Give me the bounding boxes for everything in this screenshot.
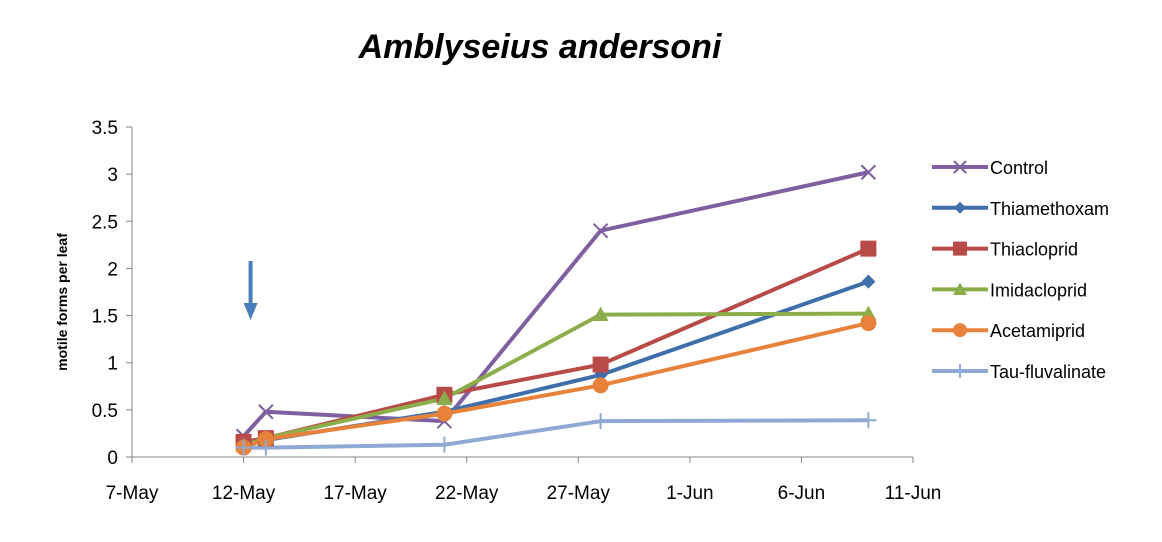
legend-label: Thiacloprid (990, 240, 1078, 260)
x-tick-label: 27-May (547, 483, 611, 504)
legend-marker (953, 160, 967, 174)
y-tick-label: 3.5 (92, 118, 118, 139)
series-line (242, 170, 869, 438)
data-point (436, 390, 453, 405)
data-point (258, 404, 274, 420)
legend-label: Acetamiprid (990, 321, 1085, 341)
y-tick-label: 0.5 (92, 401, 118, 422)
legend-label: Tau-fluvalinate (990, 362, 1106, 382)
y-tick-label: 3 (107, 165, 118, 186)
legend-marker (953, 282, 967, 295)
data-point (860, 164, 877, 180)
y-tick-label: 0 (107, 448, 118, 469)
legend-label: Control (990, 158, 1048, 178)
x-tick-label: 1-Jun (666, 483, 714, 504)
y-axis-label: motile forms per leaf (54, 233, 70, 371)
data-point (592, 223, 609, 239)
chart-title: Amblyseius andersoni (358, 28, 722, 66)
legend-marker (953, 241, 967, 256)
y-tick-label: 1.5 (92, 307, 118, 328)
data-point (861, 274, 876, 289)
legend-marker (954, 201, 966, 214)
y-tick-label: 2.5 (92, 212, 118, 233)
data-point (592, 356, 609, 373)
x-tick-label: 17-May (323, 483, 387, 504)
legend-label: Imidacloprid (990, 280, 1087, 300)
y-tick-label: 2 (107, 259, 118, 280)
annotation-arrow-head (243, 303, 258, 320)
y-tick-label: 1 (107, 354, 118, 375)
data-point (257, 431, 274, 448)
legend-label: Thiamethoxam (990, 199, 1109, 219)
data-point (592, 377, 609, 394)
data-point (860, 240, 877, 257)
data-point (436, 405, 453, 422)
x-tick-label: 12-May (212, 483, 276, 504)
x-tick-label: 11-Jun (885, 483, 942, 504)
x-tick-label: 6-Jun (778, 483, 826, 504)
x-tick-label: 22-May (435, 483, 499, 504)
x-tick-label: 7-May (106, 483, 159, 504)
legend-marker (953, 323, 967, 338)
data-point (860, 315, 877, 332)
data-point (592, 306, 609, 322)
